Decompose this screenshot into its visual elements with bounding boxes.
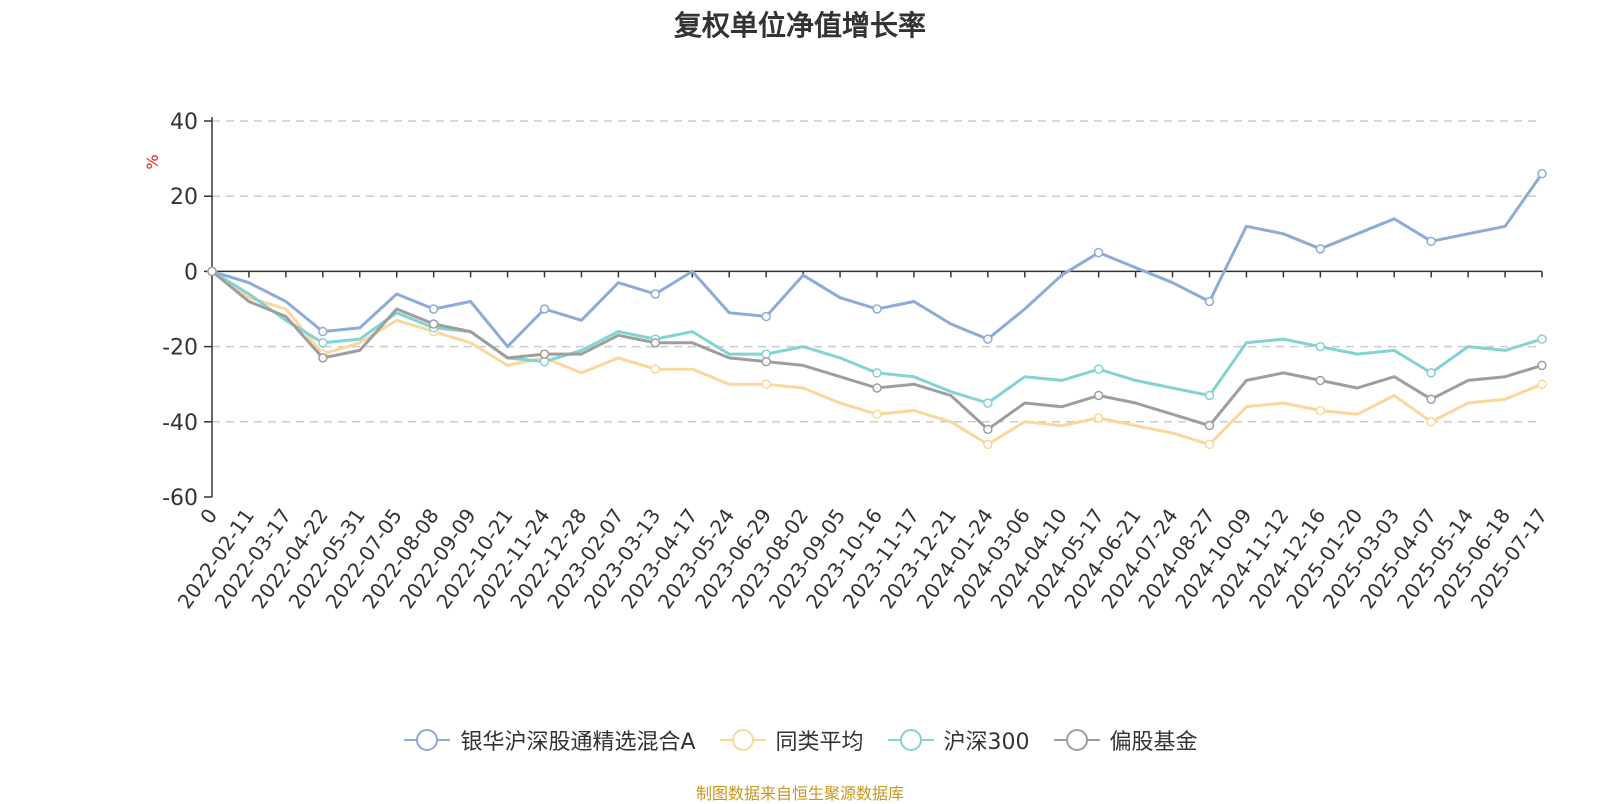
data-point — [872, 368, 882, 378]
data-point — [1315, 341, 1326, 352]
data-point — [983, 424, 993, 435]
legend-item[interactable]: 同类平均 — [718, 724, 864, 756]
data-point — [872, 304, 882, 314]
data-point — [428, 304, 439, 314]
y-tick-label: -40 — [162, 411, 198, 436]
data-point — [1093, 247, 1104, 258]
legend-marker-icon — [887, 729, 934, 751]
data-point — [761, 311, 771, 322]
data-point — [1537, 379, 1547, 389]
data-point — [1315, 375, 1326, 386]
data-point — [1093, 413, 1104, 423]
data-point — [207, 266, 217, 277]
data-point — [1537, 334, 1547, 344]
legend-label: 银华沪深股通精选混合A — [460, 730, 696, 755]
data-point — [318, 326, 328, 337]
data-point — [650, 338, 661, 348]
data-point — [1315, 405, 1326, 416]
data-point — [1204, 296, 1215, 307]
data-point — [318, 353, 328, 363]
data-point — [318, 338, 328, 348]
data-point — [761, 356, 771, 367]
data-point — [872, 409, 882, 420]
data-point — [1426, 368, 1436, 378]
y-tick-label: 40 — [170, 110, 198, 135]
data-point — [1204, 420, 1215, 431]
legend-marker-icon — [1053, 729, 1100, 751]
data-point — [983, 334, 993, 344]
data-point — [1537, 360, 1547, 371]
legend: 银华沪深股通精选混合A 同类平均 沪深300 偏股基金 — [0, 724, 1600, 756]
data-point — [1093, 390, 1104, 401]
series-lines — [207, 168, 1547, 450]
legend-marker-icon — [404, 729, 451, 751]
data-point — [1204, 390, 1215, 401]
data-point — [428, 319, 439, 329]
data-point — [761, 379, 771, 389]
data-point — [1426, 236, 1436, 247]
legend-item[interactable]: 银华沪深股通精选混合A — [402, 724, 696, 756]
data-point — [1426, 417, 1436, 427]
y-tick-label: 20 — [170, 185, 198, 210]
y-tick-label: -20 — [162, 336, 198, 361]
legend-label: 沪深300 — [943, 730, 1030, 755]
y-tick-label: 0 — [184, 260, 198, 285]
data-point — [872, 383, 882, 393]
tick-labels: 40200-20-40-6002022-02-112022-03-172022-… — [162, 110, 1552, 613]
data-point — [1093, 364, 1104, 374]
legend-item[interactable]: 偏股基金 — [1052, 724, 1198, 756]
data-point — [1204, 439, 1215, 450]
legend-label: 同类平均 — [775, 730, 864, 755]
legend-label: 偏股基金 — [1109, 730, 1198, 755]
data-point — [650, 364, 661, 374]
data-point — [1315, 244, 1326, 254]
y-axis-unit: % — [143, 154, 162, 169]
y-tick-label: -60 — [162, 486, 198, 511]
data-point — [539, 349, 550, 359]
legend-marker-icon — [719, 729, 766, 751]
data-point — [983, 439, 993, 450]
data-point — [539, 304, 550, 314]
data-point — [1537, 168, 1547, 179]
data-point — [650, 289, 661, 299]
axes — [204, 117, 1543, 498]
chart-title: 复权单位净值增长率 — [673, 9, 926, 42]
data-point — [1426, 394, 1436, 404]
x-tick-label: 0 — [195, 504, 222, 528]
data-point — [983, 398, 993, 408]
legend-item[interactable]: 沪深300 — [886, 724, 1030, 756]
data-source-note: 制图数据来自恒生聚源数据库 — [695, 784, 904, 803]
series-line — [211, 172, 1544, 349]
